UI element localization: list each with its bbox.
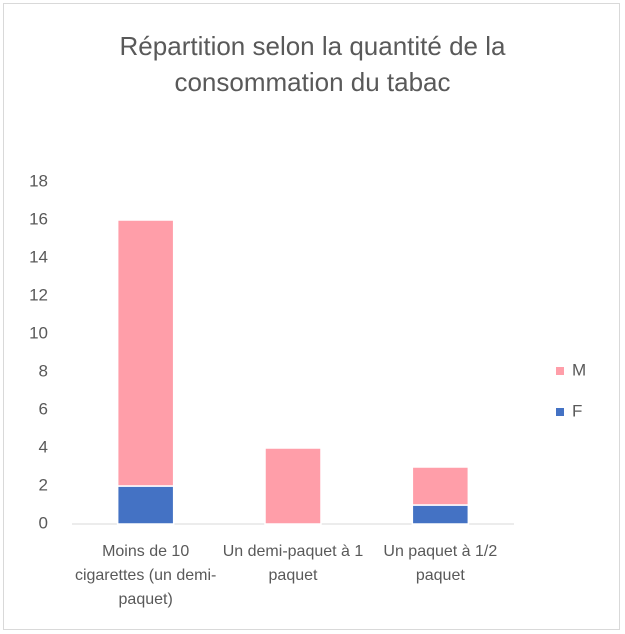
y-tick-label: 12 [29, 285, 48, 304]
legend-label: M [572, 360, 586, 379]
x-tick-label: Un demi-paquet à 1 paquet [222, 543, 364, 584]
chart-title: Répartition selon la quantité de la cons… [119, 31, 506, 97]
y-tick-label: 18 [29, 171, 48, 190]
x-tick-label: Moins de 10 cigarettes (un demi-paquet) [74, 543, 217, 608]
y-tick-label: 14 [29, 247, 48, 266]
y-tick-label: 0 [39, 513, 48, 532]
y-tick-label: 16 [29, 209, 48, 228]
y-tick-label: 10 [29, 323, 48, 342]
bar-segment [411, 504, 470, 525]
legend-swatch [556, 408, 564, 416]
bar-segment [116, 219, 175, 487]
chart-frame [3, 3, 620, 630]
y-tick-label: 2 [39, 475, 48, 494]
bar-segment [116, 485, 175, 525]
x-tick-label: Un paquet à 1/2 paquet [383, 543, 498, 584]
legend-label: F [572, 401, 582, 420]
bar-segment [264, 447, 322, 525]
legend-swatch [556, 367, 564, 375]
y-tick-label: 6 [39, 399, 48, 418]
y-tick-label: 8 [39, 361, 48, 380]
y-tick-label: 4 [39, 437, 48, 456]
bar-segment [411, 466, 470, 506]
